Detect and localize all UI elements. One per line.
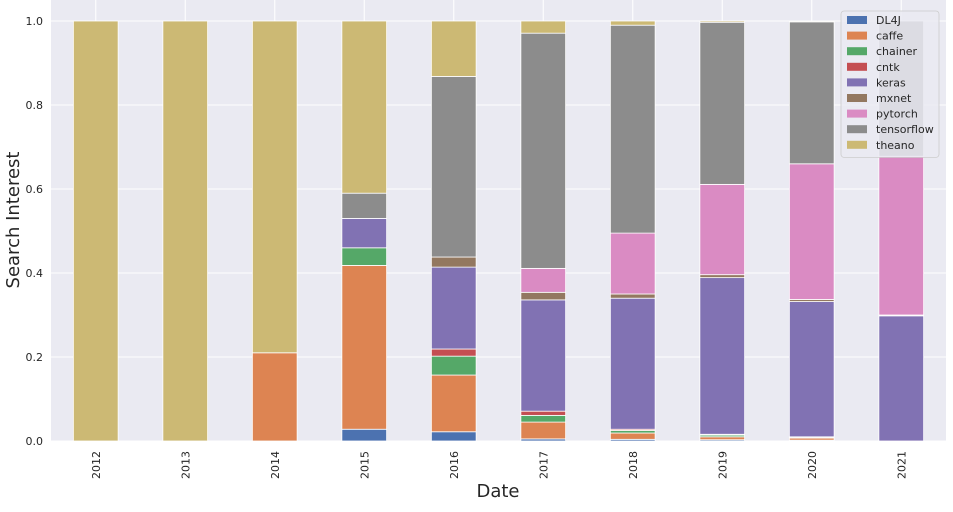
x-tick-label: 2013 (179, 451, 192, 479)
bar-segment-pytorch-2018 (610, 233, 655, 294)
bar-segment-tensorflow-2016 (431, 76, 476, 257)
legend-swatch-chainer (847, 47, 867, 55)
y-tick-label: 0.8 (26, 99, 44, 112)
x-tick-labels: 2012 2013 2014 2015 2016 2017 2018 2019 2020 2021 (90, 451, 909, 479)
legend-label: chainer (876, 45, 918, 58)
x-tick-label: 2014 (269, 451, 282, 479)
y-tick-label: 1.0 (26, 15, 44, 28)
bar-segment-mxnet-2019 (700, 275, 745, 278)
x-tick-label: 2016 (448, 451, 461, 479)
x-tick-label: 2017 (537, 451, 550, 479)
legend-label: tensorflow (876, 123, 934, 136)
bar-segment-keras-2016 (431, 267, 476, 349)
legend-swatch-pytorch (847, 110, 867, 118)
x-tick-label: 2018 (627, 451, 640, 479)
bar-segment-keras-2018 (610, 298, 655, 429)
legend-swatch-cntk (847, 63, 867, 71)
bar-segment-theano-2016 (431, 21, 476, 76)
bar-segment-cntk-2016 (431, 349, 476, 356)
y-axis-title: Search Interest (3, 152, 24, 289)
legend-swatch-caffe (847, 32, 867, 40)
bar-segment-tensorflow-2018 (610, 25, 655, 233)
legend-swatch-mxnet (847, 94, 867, 102)
bar-segment-caffe-2014 (252, 353, 297, 441)
bar-segment-tensorflow-2019 (700, 22, 745, 184)
bar-segment-theano-2018 (610, 21, 655, 25)
bar-segment-chainer-2016 (431, 356, 476, 375)
bar-segment-theano-2017 (521, 21, 566, 33)
bar-segment-pytorch-2017 (521, 268, 566, 292)
legend-swatch-keras (847, 78, 867, 86)
x-tick-label: 2015 (358, 451, 371, 479)
x-tick-label: 2012 (90, 451, 103, 479)
bar-segment-pytorch-2021 (879, 156, 924, 315)
bar-segment-theano-2020 (789, 21, 834, 22)
bar-segment-dl4j-2016 (431, 432, 476, 441)
bar-segment-tensorflow-2017 (521, 33, 566, 268)
y-tick-label: 0.2 (26, 351, 44, 364)
legend-label: mxnet (876, 92, 912, 105)
bar-segment-caffe-2017 (521, 422, 566, 439)
bar-segment-tensorflow-2015 (342, 193, 387, 218)
bar-segment-caffe-2018 (610, 433, 655, 439)
bar-segment-keras-2017 (521, 300, 566, 411)
bar-segment-theano-2013 (163, 21, 208, 441)
bar-segment-keras-2019 (700, 278, 745, 435)
bar-segment-tensorflow-2020 (789, 22, 834, 164)
bar-segment-caffe-2016 (431, 375, 476, 432)
bar-segment-pytorch-2019 (700, 184, 745, 274)
legend-label: pytorch (876, 108, 918, 121)
bar-segment-mxnet-2016 (431, 257, 476, 267)
legend: DL4J caffe chainer cntk keras mxnet pytorch ten… (841, 11, 939, 157)
y-tick-label: 0.0 (26, 435, 44, 448)
bar-segment-mxnet-2018 (610, 294, 655, 298)
bar-segment-theano-2015 (342, 21, 387, 193)
x-tick-label: 2019 (716, 451, 729, 479)
bar-segment-chainer-2015 (342, 248, 387, 266)
y-tick-label: 0.4 (26, 267, 44, 280)
x-tick-label: 2020 (806, 451, 819, 479)
legend-label: theano (876, 139, 915, 152)
bar-segment-theano-2012 (73, 21, 118, 441)
bar-segment-theano-2019 (700, 21, 745, 22)
legend-swatch-theano (847, 141, 867, 149)
x-axis-title: Date (476, 481, 519, 502)
bar-segment-keras-2015 (342, 218, 387, 247)
x-tick-label: 2021 (895, 451, 908, 479)
legend-label: cntk (876, 61, 900, 74)
legend-swatch-tensorflow (847, 125, 867, 133)
bar-segment-chainer-2017 (521, 415, 566, 422)
legend-swatch-dl4j (847, 16, 867, 24)
legend-label: caffe (876, 30, 903, 43)
legend-label: DL4J (876, 14, 901, 27)
bar-segment-keras-2021 (879, 316, 924, 441)
bar-segment-caffe-2015 (342, 265, 387, 429)
bar-segment-cntk-2017 (521, 411, 566, 415)
bar-segment-dl4j-2015 (342, 429, 387, 441)
bar-segment-keras-2020 (789, 302, 834, 437)
legend-label: keras (876, 76, 906, 89)
bar-segment-mxnet-2017 (521, 292, 566, 300)
bar-segment-pytorch-2020 (789, 164, 834, 300)
bar-segment-theano-2014 (252, 21, 297, 353)
y-tick-labels: 0.0 0.2 0.4 0.6 0.8 1.0 (26, 15, 44, 448)
bar-segment-caffe-2019 (700, 437, 745, 440)
y-tick-label: 0.6 (26, 183, 44, 196)
